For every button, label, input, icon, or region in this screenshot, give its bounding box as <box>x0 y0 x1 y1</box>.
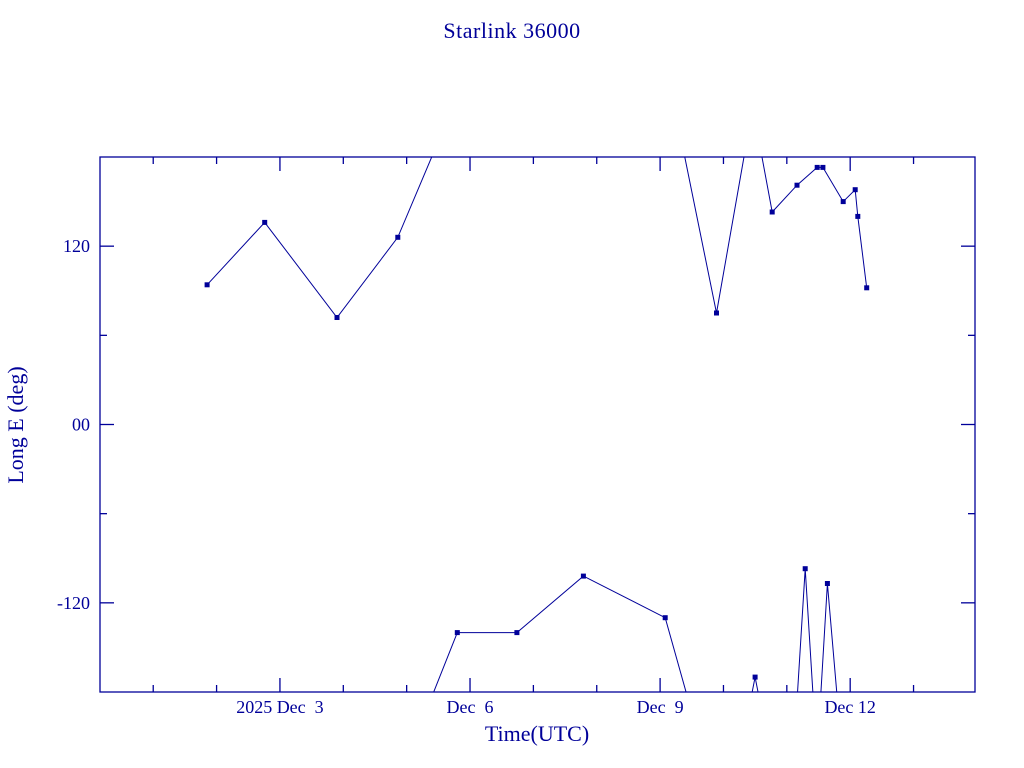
data-marker <box>662 615 668 621</box>
data-marker <box>262 219 268 225</box>
data-marker <box>794 182 800 188</box>
data-line <box>797 568 814 692</box>
x-tick-label: Dec 12 <box>824 697 875 717</box>
data-line <box>206 157 433 319</box>
data-line <box>761 157 868 288</box>
chart-title: Starlink 36000 <box>443 18 581 43</box>
data-marker <box>395 234 401 240</box>
y-tick-label: 120 <box>63 236 90 256</box>
x-tick-label: Dec 9 <box>637 697 684 717</box>
data-marker <box>814 164 820 170</box>
x-axis-label: Time(UTC) <box>484 721 590 746</box>
y-tick-label: 00 <box>72 415 90 435</box>
x-tick-label: 2025 Dec 3 <box>236 697 323 717</box>
data-marker <box>824 581 830 586</box>
data-marker <box>580 573 586 579</box>
data-marker <box>769 209 775 215</box>
data-marker <box>852 187 858 193</box>
data-marker <box>334 315 340 320</box>
data-marker <box>514 630 520 636</box>
data-marker <box>204 282 210 288</box>
y-tick-label: -120 <box>57 593 90 613</box>
data-marker <box>802 566 808 572</box>
data-marker <box>454 630 460 636</box>
data-line <box>433 575 687 692</box>
data-marker <box>855 213 861 219</box>
data-marker <box>714 310 719 316</box>
data-line <box>820 583 838 692</box>
data-marker <box>864 285 870 291</box>
data-marker <box>840 199 846 205</box>
data-line <box>684 157 745 314</box>
data-marker <box>820 164 826 170</box>
data-marker <box>752 674 758 680</box>
data-line <box>751 677 759 692</box>
x-tick-label: Dec 6 <box>447 697 494 717</box>
plot-box <box>99 156 976 693</box>
